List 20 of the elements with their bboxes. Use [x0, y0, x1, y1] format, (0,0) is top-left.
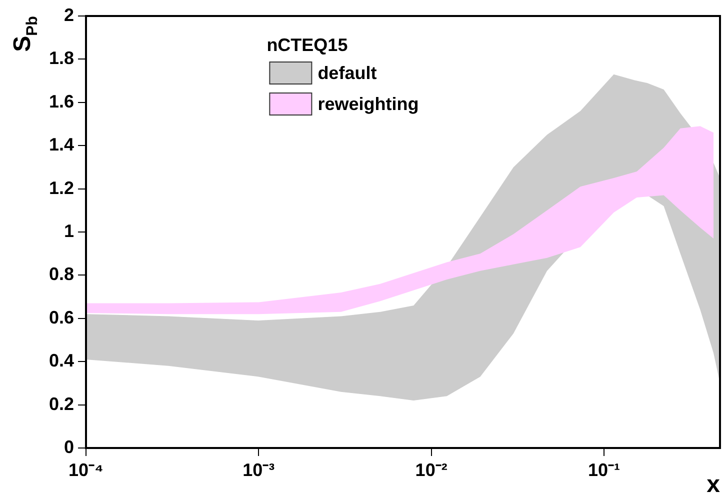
x-axis-title: x [706, 471, 721, 496]
y-axis-title: SPb [9, 16, 42, 52]
y-tick-label: 1 [64, 220, 74, 241]
y-tick-label: 2 [64, 4, 74, 25]
y-tick-label: 0.4 [48, 350, 74, 371]
x-tick-label: 10⁻¹ [588, 460, 620, 480]
y-tick-label: 1.4 [48, 134, 74, 155]
y-tick-label: 1.2 [48, 178, 74, 198]
y-tick-label: 0.2 [48, 394, 74, 414]
x-tick-label: 10⁻⁴ [68, 460, 104, 480]
x-tick-label: 10⁻³ [242, 460, 275, 480]
y-tick-label: 0.8 [48, 264, 74, 284]
y-tick-label: 0.6 [48, 307, 74, 328]
y-tick-label: 1.6 [48, 91, 74, 112]
legend-label: default [318, 62, 377, 83]
legend-title: nCTEQ15 [266, 34, 348, 55]
y-tick-label: 1.8 [48, 48, 74, 68]
legend-label: reweighting [318, 94, 419, 114]
y-tick-label: 0 [64, 436, 74, 457]
x-tick-label: 10⁻² [415, 460, 448, 480]
